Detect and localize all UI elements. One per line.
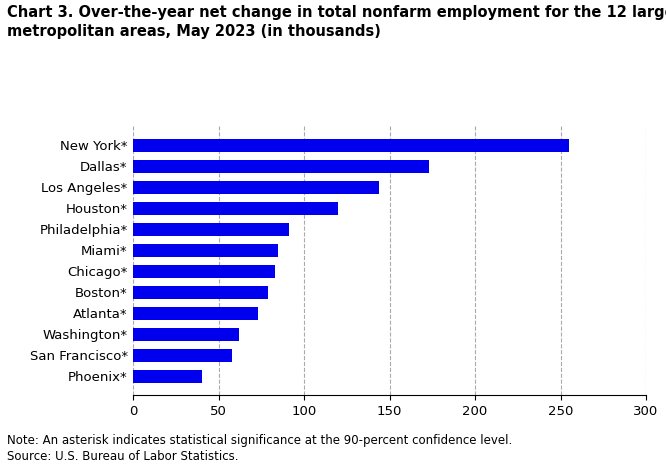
Bar	[133, 202, 338, 215]
Bar	[133, 328, 239, 341]
Bar	[133, 243, 278, 257]
Bar	[133, 285, 268, 299]
Text: Chart 3. Over-the-year net change in total nonfarm employment for the 12 largest: Chart 3. Over-the-year net change in tot…	[7, 5, 666, 39]
Bar	[133, 223, 289, 236]
Bar	[133, 307, 258, 320]
Text: Note: An asterisk indicates statistical significance at the 90-percent confidenc: Note: An asterisk indicates statistical …	[7, 434, 512, 447]
Bar	[133, 181, 380, 194]
Bar	[133, 139, 569, 152]
Bar	[133, 349, 232, 362]
Bar	[133, 264, 275, 278]
Bar	[133, 160, 429, 173]
Text: Source: U.S. Bureau of Labor Statistics.: Source: U.S. Bureau of Labor Statistics.	[7, 450, 238, 463]
Bar	[133, 370, 202, 383]
